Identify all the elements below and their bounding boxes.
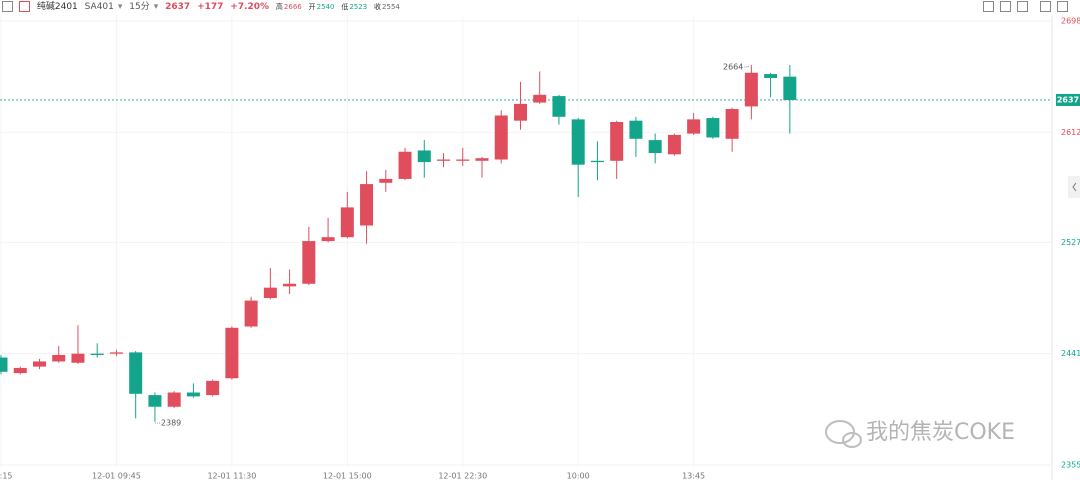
candle-body: [398, 151, 412, 179]
max-leader: [744, 65, 749, 68]
change: +177: [197, 2, 224, 12]
candle-body: [437, 159, 451, 161]
dropdown[interactable]: ▾: [153, 2, 159, 12]
candle-body: [0, 357, 8, 372]
min-label: 2389: [161, 418, 181, 427]
stat: 2666: [283, 3, 302, 11]
candle-body: [744, 72, 758, 107]
x-tick-label: 10:00: [567, 472, 590, 480]
candle-body: [552, 96, 566, 117]
candle-body: [283, 283, 297, 287]
header-bar: 纯碱2401 SA401 ▾ 15分 ▾ 2637 +177 +7.20% 高266…: [0, 0, 1080, 15]
dropdown[interactable]: ▾: [117, 2, 123, 12]
candle-body: [302, 241, 316, 284]
candle-body: [109, 352, 123, 354]
stat-label: 开: [308, 3, 316, 11]
tool-button[interactable]: [1057, 1, 1068, 12]
collapse-tab[interactable]: [1068, 176, 1080, 198]
icon[interactable]: [2, 1, 13, 12]
y-tick-label: 2698: [1061, 17, 1080, 26]
x-tick-label: 22:15: [0, 472, 13, 480]
candle-body: [456, 159, 470, 161]
y-tick-label: 2355: [1061, 461, 1080, 470]
watermark-text: 我的焦炭COKE: [866, 420, 1015, 445]
candle-body: [71, 353, 85, 363]
stat-label: 低: [341, 3, 349, 11]
price: 2637: [165, 2, 191, 12]
x-tick-label: 12-01 22:30: [438, 472, 487, 480]
toolbar: [981, 0, 1072, 15]
candle-body: [494, 115, 508, 160]
candle-body: [321, 237, 335, 242]
candle-body: [379, 178, 393, 183]
y-tick-label: 2441: [1061, 349, 1080, 358]
tool-button[interactable]: [1017, 1, 1028, 12]
candle-body: [783, 76, 797, 100]
candle-body: [340, 207, 354, 238]
candle-body: [725, 109, 739, 139]
last-price-box: [1056, 93, 1080, 106]
candle-body: [148, 395, 162, 407]
collapse-arrow: [1072, 182, 1077, 192]
candle-body: [52, 354, 66, 362]
candle-body: [90, 353, 104, 355]
candle-body: [225, 327, 239, 379]
candle-body: [667, 134, 681, 155]
candle-body: [263, 287, 277, 299]
max-label: 2664: [723, 63, 743, 72]
y-tick-label: 2612: [1061, 128, 1080, 137]
min-leader: [154, 420, 160, 424]
candle-body: [360, 184, 374, 226]
candle-body: [590, 160, 604, 163]
period[interactable]: 15分: [129, 2, 150, 12]
stat-label: 高: [275, 3, 283, 11]
candle-body: [32, 361, 46, 367]
last-price-label: 2637: [1057, 95, 1079, 104]
candle-body: [167, 392, 181, 407]
y-tick-label: 2527: [1061, 238, 1080, 247]
candle-body: [417, 150, 431, 163]
candle-body: [206, 380, 220, 396]
candle-body: [706, 118, 720, 138]
candle-body: [610, 121, 624, 161]
candle-body: [513, 103, 527, 121]
candle-body: [129, 352, 143, 394]
candle-body: [13, 367, 27, 374]
instrument-code[interactable]: SA401: [84, 2, 114, 12]
candle-body: [629, 120, 643, 139]
stat-label: 收: [374, 3, 382, 11]
candle-body: [244, 300, 258, 327]
instrument-name: 纯碱2401: [36, 2, 78, 12]
icon[interactable]: [19, 1, 30, 12]
candle-body: [648, 140, 662, 154]
candle-body: [571, 119, 585, 165]
candle-body: [687, 119, 701, 134]
watermark: 我的焦炭COKE: [825, 420, 1015, 448]
x-tick-label: 13:45: [682, 472, 705, 480]
stat: 2540: [316, 3, 335, 11]
tool-button[interactable]: [1040, 1, 1051, 12]
candle-body: [764, 74, 778, 78]
candle-body: [475, 158, 489, 161]
x-tick-label: 12-01 09:45: [92, 472, 141, 480]
candle-body: [186, 392, 200, 397]
change-pct: +7.20%: [230, 2, 270, 12]
x-tick-label: 12-01 15:00: [323, 472, 372, 480]
x-tick-label: 12-01 11:30: [207, 472, 256, 480]
tool-button[interactable]: [983, 1, 994, 12]
candle-body: [533, 94, 547, 103]
stat: 2523: [349, 3, 368, 11]
stat: 2554: [382, 3, 400, 11]
tool-button[interactable]: [1000, 1, 1011, 12]
